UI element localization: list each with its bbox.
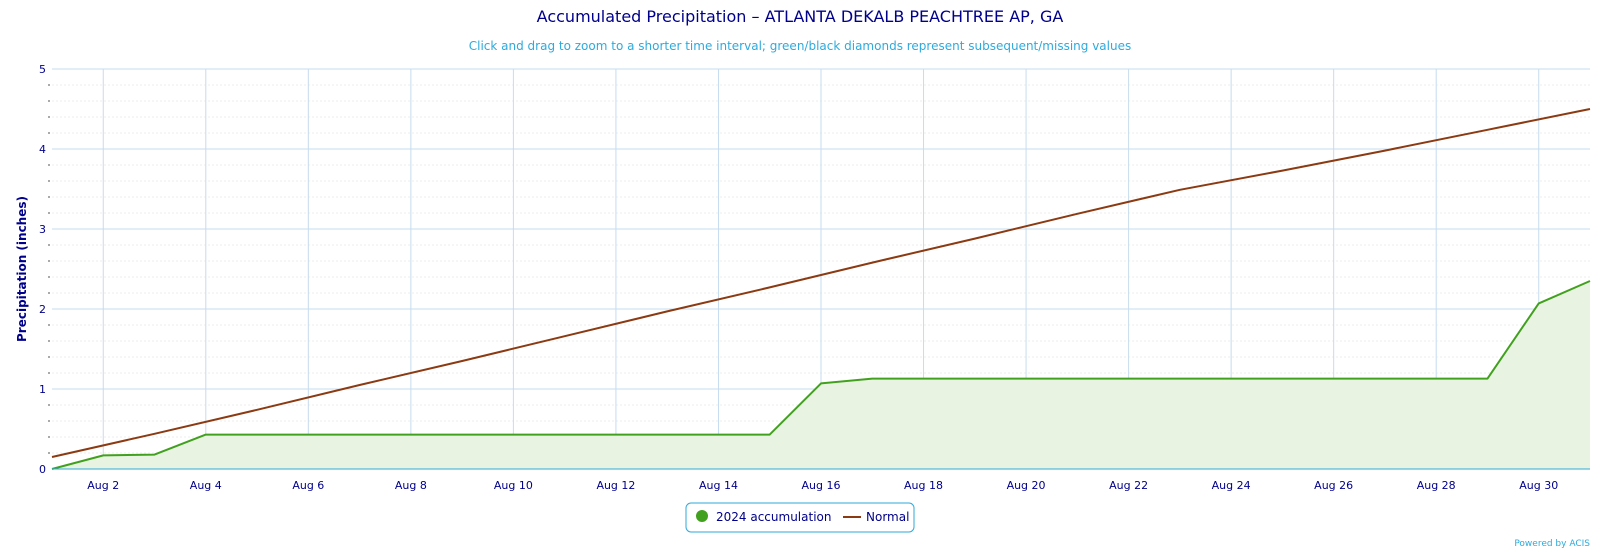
data-point-normal[interactable]	[1176, 186, 1184, 194]
x-tick-label: Aug 8	[395, 479, 427, 492]
data-point-2024-accumulation[interactable]	[612, 431, 620, 439]
data-point-normal[interactable]	[868, 259, 876, 267]
y-axis-label: Precipitation (inches)	[15, 196, 29, 342]
data-point-2024-accumulation[interactable]	[971, 375, 979, 383]
chart-title: Accumulated Precipitation – ATLANTA DEKA…	[537, 7, 1064, 26]
data-point-2024-accumulation[interactable]	[1483, 375, 1491, 383]
plot-area[interactable]	[48, 105, 1594, 473]
data-point-2024-accumulation[interactable]	[1125, 375, 1133, 383]
data-point-2024-accumulation[interactable]	[304, 431, 312, 439]
data-point-2024-accumulation[interactable]	[920, 375, 928, 383]
data-point-normal[interactable]	[1381, 147, 1389, 155]
data-point-normal[interactable]	[1586, 105, 1594, 113]
x-tick-label: Aug 16	[802, 479, 841, 492]
data-point-2024-accumulation[interactable]	[1381, 375, 1389, 383]
data-point-2024-accumulation[interactable]	[817, 379, 825, 387]
series-line-2024-accumulation[interactable]	[51, 280, 1591, 470]
data-point-2024-accumulation[interactable]	[714, 431, 722, 439]
data-point-2024-accumulation[interactable]	[561, 431, 569, 439]
data-point-2024-accumulation[interactable]	[356, 431, 364, 439]
y-tick-label: 2	[39, 303, 46, 316]
x-tick-label: Aug 22	[1109, 479, 1148, 492]
data-point-2024-accumulation[interactable]	[663, 431, 671, 439]
legend-label-normal: Normal	[866, 510, 909, 524]
data-point-normal[interactable]	[1483, 126, 1491, 134]
x-tick-label: Aug 20	[1007, 479, 1046, 492]
chart-subtitle: Click and drag to zoom to a shorter time…	[469, 39, 1131, 53]
x-tick-label: Aug 2	[87, 479, 119, 492]
data-point-2024-accumulation[interactable]	[1022, 375, 1030, 383]
x-tick-label: Aug 18	[904, 479, 943, 492]
data-point-2024-accumulation[interactable]	[458, 431, 466, 439]
area-fill-2024-accumulation	[52, 281, 1590, 469]
x-tick-label: Aug 26	[1314, 479, 1353, 492]
data-point-normal[interactable]	[663, 307, 671, 315]
data-point-normal[interactable]	[971, 235, 979, 243]
data-point-2024-accumulation[interactable]	[1073, 375, 1081, 383]
data-point-2024-accumulation[interactable]	[1227, 375, 1235, 383]
x-tick-label: Aug 24	[1212, 479, 1251, 492]
data-point-2024-accumulation[interactable]	[253, 431, 261, 439]
data-point-normal[interactable]	[253, 406, 261, 414]
credit-link[interactable]: Powered by ACIS	[1514, 539, 1590, 549]
data-point-2024-accumulation[interactable]	[1535, 299, 1543, 307]
data-point-2024-accumulation[interactable]	[868, 375, 876, 383]
y-tick-label: 3	[39, 223, 46, 236]
y-tick-label: 0	[39, 463, 46, 476]
data-point-normal[interactable]	[48, 453, 56, 461]
data-point-2024-accumulation[interactable]	[202, 431, 210, 439]
legend-box	[685, 502, 915, 533]
legend: 2024 accumulation Normal	[685, 502, 915, 533]
legend-label-2024-accumulation: 2024 accumulation	[716, 510, 831, 524]
y-tick-label: 4	[39, 143, 46, 156]
data-point-normal[interactable]	[766, 283, 774, 291]
y-tick-label: 1	[39, 383, 46, 396]
y-tick-label: 5	[39, 63, 46, 76]
x-tick-label: Aug 28	[1417, 479, 1456, 492]
data-point-2024-accumulation[interactable]	[99, 451, 107, 459]
axes: 0 1 2 3 4 5 Aug 2 Aug 4 Aug 6 Aug 8 Aug 10 Aug 12 Au…	[39, 63, 1590, 492]
data-point-2024-accumulation[interactable]	[1278, 375, 1286, 383]
data-point-normal[interactable]	[561, 332, 569, 340]
data-point-normal[interactable]	[1073, 210, 1081, 218]
data-point-2024-accumulation[interactable]	[509, 431, 517, 439]
x-tick-label: Aug 10	[494, 479, 533, 492]
data-point-normal[interactable]	[1278, 167, 1286, 175]
data-point-2024-accumulation[interactable]	[766, 431, 774, 439]
data-point-normal[interactable]	[151, 430, 159, 438]
x-tick-label: Aug 6	[292, 479, 324, 492]
data-point-normal[interactable]	[356, 381, 364, 389]
data-point-2024-accumulation[interactable]	[1432, 375, 1440, 383]
series-line-normal[interactable]	[51, 108, 1591, 458]
x-tick-label: Aug 30	[1519, 479, 1558, 492]
data-point-normal[interactable]	[458, 357, 466, 365]
legend-marker-green-circle-icon	[696, 510, 708, 522]
legend-item-normal[interactable]: Normal	[843, 510, 909, 524]
x-tick-label: Aug 14	[699, 479, 738, 492]
data-point-2024-accumulation[interactable]	[1330, 375, 1338, 383]
x-tick-label: Aug 4	[190, 479, 222, 492]
data-point-2024-accumulation[interactable]	[1176, 375, 1184, 383]
data-point-2024-accumulation[interactable]	[407, 431, 415, 439]
legend-item-2024-accumulation[interactable]: 2024 accumulation	[696, 510, 831, 524]
x-tick-label: Aug 12	[596, 479, 635, 492]
data-point-2024-accumulation[interactable]	[151, 451, 159, 459]
data-point-2024-accumulation[interactable]	[1586, 277, 1594, 285]
